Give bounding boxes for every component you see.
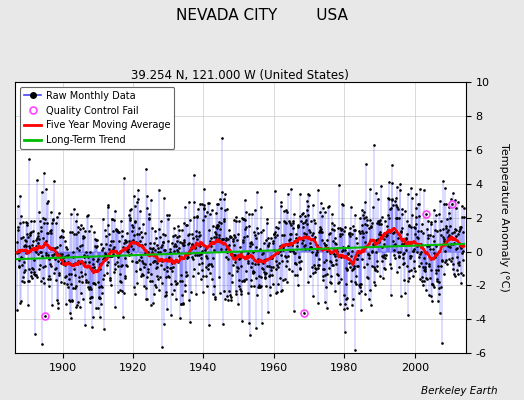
Title: 39.254 N, 121.000 W (United States): 39.254 N, 121.000 W (United States) [132, 69, 350, 82]
Text: Berkeley Earth: Berkeley Earth [421, 386, 498, 396]
Y-axis label: Temperature Anomaly (°C): Temperature Anomaly (°C) [499, 143, 509, 292]
Legend: Raw Monthly Data, Quality Control Fail, Five Year Moving Average, Long-Term Tren: Raw Monthly Data, Quality Control Fail, … [20, 87, 174, 149]
Text: NEVADA CITY        USA: NEVADA CITY USA [176, 8, 348, 23]
